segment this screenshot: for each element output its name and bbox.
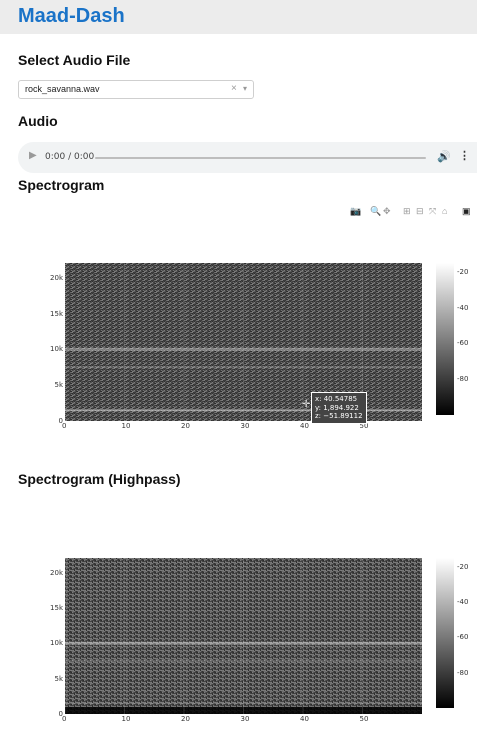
- audio-heading: Audio: [18, 113, 58, 129]
- y-tick-label: 15k: [50, 603, 63, 612]
- colorbar-tick-label: -40: [457, 303, 469, 312]
- y-tick-label: 5k: [54, 674, 63, 683]
- heatmap-band: [65, 641, 422, 645]
- y-tick-label: 10k: [50, 345, 63, 354]
- zoom-icon[interactable]: 🔍: [370, 206, 382, 216]
- x-tick-label: 40: [300, 422, 309, 430]
- zoom-out-icon[interactable]: ⊟: [416, 206, 424, 216]
- clear-icon[interactable]: ×: [231, 83, 237, 94]
- x-tick-label: 0: [62, 422, 67, 430]
- plotly-logo-icon[interactable]: ▣: [462, 206, 471, 216]
- more-options-icon[interactable]: ⋮: [459, 150, 470, 162]
- y-tick-label: 0: [58, 710, 63, 718]
- reset-axes-icon[interactable]: ⌂: [442, 206, 448, 216]
- volume-icon[interactable]: 🔊: [437, 151, 451, 163]
- tooltip-z: z: −51.89112: [315, 412, 363, 420]
- y-tick-label: 15k: [50, 309, 63, 318]
- x-tick-label: 30: [240, 715, 250, 723]
- pan-icon[interactable]: ✥: [383, 206, 391, 216]
- colorbar: [436, 558, 454, 708]
- hover-tooltip: x: 40.54785 y: 1,894.922 z: −51.89112: [311, 392, 367, 424]
- x-tick-label: 30: [240, 422, 250, 430]
- heatmap-band: [65, 347, 422, 351]
- tooltip-x: x: 40.54785: [315, 395, 358, 403]
- colorbar-tick-label: -60: [457, 339, 469, 348]
- y-tick-label: 10k: [50, 639, 63, 648]
- x-tick-label: 0: [62, 715, 67, 723]
- x-tick-label: 50: [359, 715, 369, 723]
- audio-progress-track[interactable]: [95, 157, 426, 159]
- spectrogram-highpass-plot[interactable]: 0 10 20 30 40 50 0 5k 10k 15k 20k -20 -40 -60 -80: [0, 550, 477, 726]
- autoscale-icon[interactable]: ⤧: [429, 206, 437, 216]
- spectrogram-plot[interactable]: 0 10 20 30 40 50 0 5k 10k 15k 20k -20 -40 -60 -80: [0, 255, 477, 433]
- x-tick-label: 20: [181, 422, 190, 430]
- colorbar-tick-label: -20: [457, 267, 469, 276]
- app-title: Maad-Dash: [18, 5, 125, 27]
- audio-file-dropdown[interactable]: rock_savanna.wav × ▾: [18, 80, 254, 99]
- colorbar-tick-label: -40: [457, 598, 469, 607]
- heatmap-band: [65, 409, 422, 412]
- zoom-in-icon[interactable]: ⊞: [403, 206, 411, 216]
- colorbar-tick-label: -80: [457, 668, 469, 677]
- spectrogram-highpass-heading: Spectrogram (Highpass): [18, 471, 181, 487]
- play-icon[interactable]: ▶: [29, 150, 37, 161]
- chevron-down-icon[interactable]: ▾: [243, 84, 248, 93]
- audio-player[interactable]: ▶ 0:00 / 0:00 🔊 ⋮: [18, 142, 477, 173]
- select-audio-heading: Select Audio File: [18, 52, 131, 68]
- heatmap-band: [65, 366, 422, 369]
- heatmap-cells: [65, 558, 422, 714]
- y-tick-label: 0: [58, 417, 63, 425]
- y-tick-label: 5k: [54, 381, 63, 390]
- camera-icon[interactable]: 📷: [350, 206, 362, 216]
- crosshair-cursor-icon: ✛: [302, 399, 311, 410]
- heatmap-svg: [64, 558, 454, 714]
- spectrogram-heading: Spectrogram: [18, 177, 105, 193]
- x-tick-label: 40: [300, 715, 309, 723]
- selected-file-value: rock_savanna.wav: [25, 84, 100, 94]
- highpass-cutoff-region: [65, 706, 422, 714]
- heatmap-svg: [64, 263, 454, 421]
- colorbar-tick-label: -80: [457, 375, 469, 384]
- heatmap-band: [65, 702, 422, 704]
- tooltip-y: y: 1,894.922: [315, 403, 359, 412]
- header-bar: Maad-Dash: [0, 0, 477, 34]
- y-tick-label: 20k: [50, 568, 63, 577]
- audio-time: 0:00 / 0:00: [45, 152, 95, 162]
- x-tick-label: 50: [359, 422, 369, 430]
- heatmap-band: [65, 659, 422, 662]
- colorbar: [436, 263, 454, 415]
- x-tick-label: 10: [121, 715, 131, 723]
- x-tick-label: 20: [181, 715, 190, 723]
- x-tick-label: 10: [121, 422, 131, 430]
- colorbar-tick-label: -60: [457, 633, 469, 642]
- y-tick-label: 20k: [50, 273, 63, 282]
- colorbar-tick-label: -20: [457, 562, 469, 571]
